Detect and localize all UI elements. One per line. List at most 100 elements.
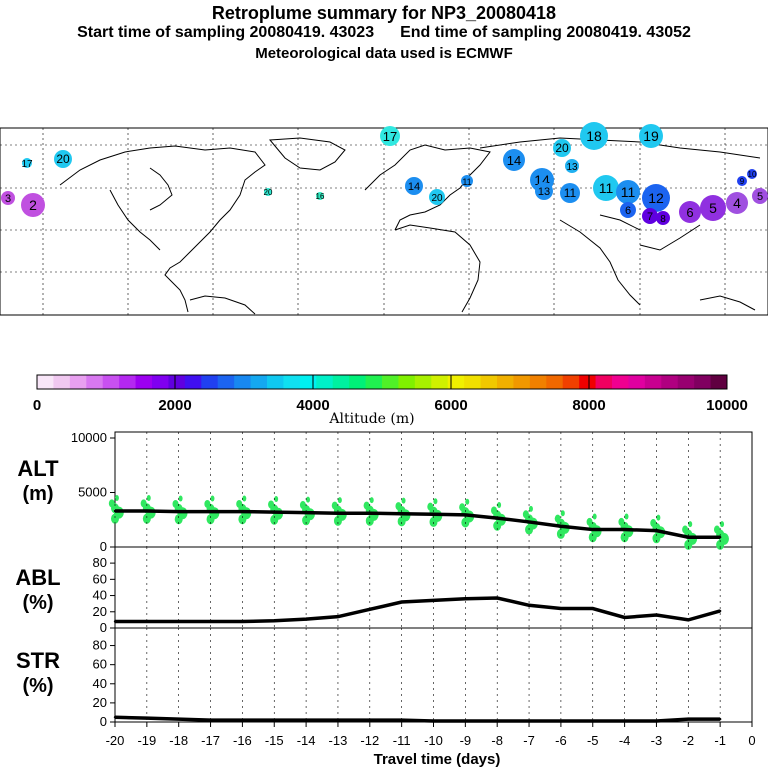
colorbar-swatch bbox=[267, 375, 284, 389]
plume-marker bbox=[316, 192, 324, 200]
plume-marker-label: 3 bbox=[5, 193, 11, 205]
series-point bbox=[177, 620, 180, 623]
plume-marker-label: 4 bbox=[733, 195, 741, 211]
plume-marker-label: 2 bbox=[29, 197, 37, 213]
series-point bbox=[591, 607, 594, 610]
colorbar-tick-label: 4000 bbox=[296, 397, 329, 414]
colorbar-swatch bbox=[414, 375, 432, 389]
str-label-bottom: (%) bbox=[22, 675, 53, 697]
series-line bbox=[115, 509, 721, 539]
series-point bbox=[718, 609, 722, 613]
colorbar-swatch bbox=[513, 375, 531, 389]
series-point bbox=[559, 607, 563, 610]
plume-marker bbox=[747, 169, 757, 179]
str-label-top: STR bbox=[16, 648, 60, 673]
alt-scatter-dot bbox=[333, 515, 342, 526]
alt-scatter-dot bbox=[174, 514, 183, 525]
colorbar-swatch bbox=[250, 375, 268, 389]
colorbar-swatch bbox=[628, 375, 646, 389]
alt-scatter-dot bbox=[365, 515, 374, 526]
x-tick-label: -14 bbox=[297, 733, 316, 748]
y-tick-label: 5000 bbox=[78, 485, 107, 500]
series-point bbox=[464, 513, 467, 517]
series-point bbox=[655, 719, 658, 723]
alt-scatter-dot bbox=[716, 539, 725, 550]
colorbar-swatch bbox=[431, 375, 449, 389]
alt-label-top: ALT bbox=[17, 456, 59, 481]
series-point bbox=[464, 597, 467, 600]
series-point bbox=[432, 599, 435, 602]
plume-marker-label: 19 bbox=[643, 128, 659, 144]
plume-marker-label: 18 bbox=[586, 128, 602, 144]
series-point bbox=[113, 716, 117, 719]
plume-marker-label: 6 bbox=[686, 205, 693, 220]
series-point bbox=[623, 528, 626, 531]
alt-scatter-dot bbox=[684, 539, 693, 550]
plume-marker-label: 16 bbox=[316, 192, 325, 201]
alt-scatter-dot bbox=[688, 521, 693, 528]
plume-marker-label: 11 bbox=[462, 177, 471, 187]
colorbar-swatch bbox=[644, 375, 662, 389]
coastlines bbox=[59, 137, 761, 315]
colorbar-swatch bbox=[710, 375, 728, 389]
series-point bbox=[496, 516, 499, 520]
alt-scatter-dot bbox=[306, 496, 311, 503]
series-point bbox=[496, 596, 499, 600]
plume-marker bbox=[700, 195, 726, 221]
plume-marker-label: 17 bbox=[21, 159, 33, 170]
y-tick-label: 0 bbox=[100, 620, 107, 635]
plume-marker bbox=[565, 159, 579, 173]
colorbar-swatch bbox=[382, 375, 399, 389]
series-point bbox=[718, 535, 722, 539]
alt-scatter-dot bbox=[274, 496, 279, 503]
str-panel: 0 20 40 60 80 bbox=[93, 628, 753, 729]
plume-marker-label: 20 bbox=[264, 188, 273, 197]
colorbar-swatch bbox=[579, 375, 597, 389]
colorbar-swatch bbox=[546, 375, 564, 389]
series-point bbox=[591, 719, 594, 723]
x-tick-label: -19 bbox=[137, 733, 156, 748]
x-tick-label: -12 bbox=[360, 733, 379, 748]
plume-marker-label: 14 bbox=[408, 181, 420, 193]
series-point bbox=[368, 608, 371, 611]
series-point bbox=[209, 510, 212, 513]
plume-marker bbox=[405, 177, 423, 195]
plume-marker bbox=[54, 150, 72, 168]
series-point bbox=[145, 620, 149, 623]
alt-scatter-dot bbox=[397, 516, 406, 527]
x-tick-label: -8 bbox=[491, 733, 503, 748]
plume-marker bbox=[737, 176, 747, 186]
europe-coast bbox=[364, 144, 491, 231]
plume-marker bbox=[639, 124, 663, 148]
plume-marker bbox=[580, 122, 608, 150]
x-tick-label: -18 bbox=[169, 733, 188, 748]
oceania-coast bbox=[699, 295, 756, 311]
series-point bbox=[273, 510, 276, 514]
plume-marker bbox=[560, 183, 580, 203]
x-tick-label: -16 bbox=[233, 733, 252, 748]
plume-marker-label: 5 bbox=[757, 191, 763, 203]
plume-marker bbox=[642, 184, 670, 212]
series-point bbox=[527, 719, 531, 723]
alt-scatter-dot bbox=[556, 528, 565, 539]
colorbar-swatch bbox=[168, 375, 186, 389]
plume-marker bbox=[22, 158, 32, 168]
series-point bbox=[432, 719, 435, 723]
series-line bbox=[114, 715, 721, 723]
chart-title: Retroplume summary for NP3_20080418 bbox=[211, 3, 557, 23]
colorbar-swatch bbox=[447, 375, 465, 389]
series-point bbox=[718, 717, 722, 721]
series-point bbox=[145, 509, 149, 513]
colorbar-swatch bbox=[53, 375, 71, 389]
colorbar-swatch bbox=[201, 375, 219, 389]
south-america-coast bbox=[189, 295, 256, 315]
alt-scatter-dot bbox=[206, 514, 215, 525]
plume-marker bbox=[642, 208, 658, 224]
colorbar: 0 2000 4000 6000 8000 10000 Altitude (m) bbox=[33, 374, 748, 427]
north-america-coast bbox=[59, 145, 266, 313]
plume-marker-label: 17 bbox=[383, 129, 397, 144]
x-tick-label: -11 bbox=[393, 733, 411, 748]
colorbar-swatch bbox=[480, 375, 498, 389]
alt-scatter-dot bbox=[656, 514, 661, 521]
series-point bbox=[273, 718, 276, 722]
